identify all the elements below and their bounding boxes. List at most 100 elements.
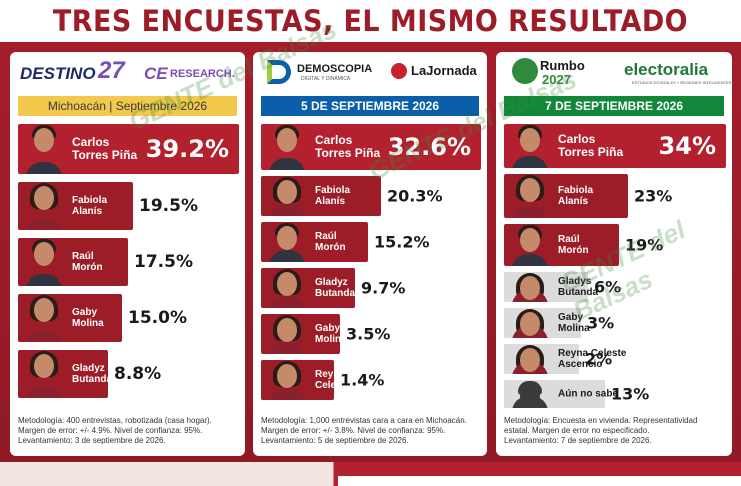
candidate-photo <box>508 272 552 302</box>
candidate-name: Carlos Torres Piña <box>72 135 138 162</box>
candidate-photo <box>508 308 552 338</box>
candidate-photo <box>22 350 66 398</box>
lajornada-logo-icon <box>391 63 407 79</box>
poll-card-destino27: DESTINO 27 CE RESEARCH. Michoacán | Sept… <box>10 52 245 456</box>
candidate-percentage: 23% <box>634 186 673 206</box>
methodology-line: Metodología: 1,000 entrevistas cara a ca… <box>261 416 467 425</box>
logo-electoralia: electoralia <box>624 60 709 79</box>
candidate-row: Gaby Molina 15.0% <box>18 294 239 342</box>
methodology-line: estatal. Margen de error no especificado… <box>504 426 650 435</box>
candidate-photo <box>265 360 309 400</box>
logo-research: RESEARCH. <box>170 68 235 80</box>
candidate-percentage: 19% <box>625 235 664 255</box>
poll-logos: DEMOSCOPIA DIGITAL Y DINÁMICA LaJornada <box>253 52 487 92</box>
poll-subheader: 7 DE SEPTIEMBRE 2026 <box>504 96 724 116</box>
candidate-row: Reyna Celeste 1.4% <box>261 360 481 400</box>
candidate-row: Carlos Torres Piña 34% <box>504 124 726 168</box>
candidate-name: Carlos Torres Piña <box>315 133 381 160</box>
candidate-name: Gladyz Butanda <box>72 363 112 385</box>
methodology-line: Levantamiento: 7 de septiembre de 2026. <box>504 436 652 445</box>
logo-demoscopia-tagline: DIGITAL Y DINÁMICA <box>301 76 351 82</box>
candidate-photo <box>22 124 66 174</box>
candidate-name: Carlos Torres Piña <box>558 132 624 159</box>
candidate-row: Carlos Torres Piña 32.6% <box>261 124 481 170</box>
candidate-name: Aún no sabe <box>558 388 619 400</box>
candidate-name: Raúl Morón <box>315 231 346 253</box>
footer-strip-white <box>338 476 741 486</box>
candidate-name: Raúl Morón <box>558 234 589 256</box>
poll-logos: Rumbo 2027 electoralia ESTUDIOS ESTATALE… <box>496 52 732 92</box>
candidate-row: Aún no sabe 13% <box>504 380 726 408</box>
logo-lajornada: LaJornada <box>411 63 477 78</box>
poll-subheader: 5 DE SEPTIEMBRE 2026 <box>261 96 479 116</box>
logo-ce: CE <box>144 64 168 83</box>
candidate-percentage: 6% <box>594 277 622 297</box>
candidate-name: Fabiola Alanís <box>72 195 108 217</box>
methodology-line: Metodología: Encuesta en vivienda. Repre… <box>504 416 698 425</box>
headline: TRES ENCUESTAS, EL MISMO RESULTADO <box>52 4 689 38</box>
poll-subheader: Michoacán | Septiembre 2026 <box>18 96 237 116</box>
candidate-percentage: 2% <box>585 349 613 369</box>
poll-card-rumbo2027: Rumbo 2027 electoralia ESTUDIOS ESTATALE… <box>496 52 732 456</box>
candidate-row: Carlos Torres Piña 39.2% <box>18 124 239 174</box>
candidate-percentage: 8.8% <box>114 364 162 384</box>
candidate-name: Fabiola Alanís <box>558 185 594 207</box>
candidate-percentage: 17.5% <box>134 252 193 272</box>
logo-27: 27 <box>98 57 125 84</box>
candidate-row: Raúl Morón 15.2% <box>261 222 481 262</box>
candidate-photo <box>22 294 66 342</box>
logo-electoralia-tagline: ESTUDIOS ESTATALES + REGIONES INTELIGENT… <box>632 80 732 85</box>
candidate-photo <box>265 222 309 262</box>
logo-destino: DESTINO <box>20 64 96 83</box>
candidate-percentage: 20.3% <box>387 186 443 206</box>
candidate-percentage: 9.7% <box>361 278 406 298</box>
candidate-name: Gladys Butanda <box>558 276 598 298</box>
candidate-name: Gaby Molina <box>558 312 590 334</box>
candidate-percentage: 3% <box>587 313 615 333</box>
unknown-person-icon <box>508 380 552 408</box>
candidate-row: Gaby Molina 3% <box>504 308 726 338</box>
candidate-name: Gaby Molina <box>315 323 347 345</box>
candidate-row: Fabiola Alanís 19.5% <box>18 182 239 230</box>
logo-2027: 2027 <box>542 72 571 87</box>
candidate-photo <box>22 238 66 286</box>
candidate-name: Reyna Celeste <box>315 369 351 391</box>
candidate-row: Raúl Morón 19% <box>504 224 726 266</box>
candidate-percentage: 13% <box>611 384 650 404</box>
logo-rumbo: Rumbo <box>540 58 585 73</box>
candidate-photo <box>508 224 552 266</box>
candidate-name: Gaby Molina <box>72 307 104 329</box>
candidate-row: Fabiola Alanís 23% <box>504 174 726 218</box>
methodology-note: Metodología: 1,000 entrevistas cara a ca… <box>261 416 481 446</box>
candidate-percentage: 15.0% <box>128 308 187 328</box>
candidate-percentage: 34% <box>658 132 716 160</box>
candidate-percentage: 15.2% <box>374 232 430 252</box>
candidate-name: Reyna Celeste Ascencio <box>558 348 627 370</box>
candidate-photo <box>265 124 309 170</box>
candidate-percentage: 3.5% <box>346 324 391 344</box>
methodology-line: Margen de error: +/- 3.8%. Nivel de conf… <box>261 426 446 435</box>
demoscopia-logo-icon <box>267 60 291 84</box>
methodology-line: Margen de error: +/- 4.9%. Nivel de conf… <box>18 426 203 435</box>
candidate-photo <box>265 268 309 308</box>
candidate-percentage: 1.4% <box>340 370 385 390</box>
methodology-line: Metodología: 400 entrevistas, robotizada… <box>18 416 212 425</box>
candidate-photo <box>508 124 552 168</box>
rumbo-logo-icon <box>512 58 538 84</box>
candidate-percentage: 39.2% <box>145 135 229 163</box>
methodology-note: Metodología: 400 entrevistas, robotizada… <box>18 416 239 446</box>
candidate-percentage: 32.6% <box>387 133 471 161</box>
candidate-photo <box>265 314 309 354</box>
candidate-row: Gladyz Butanda 8.8% <box>18 350 239 398</box>
candidate-row: Fabiola Alanís 20.3% <box>261 176 481 216</box>
candidate-row: Reyna Celeste Ascencio 2% <box>504 344 726 374</box>
methodology-line: Levantamiento: 3 de septiembre de 2026. <box>18 436 166 445</box>
logo-demoscopia: DEMOSCOPIA <box>297 63 373 75</box>
methodology-line: Levantamiento: 5 de septiembre de 2026. <box>261 436 409 445</box>
poll-logos: DESTINO 27 CE RESEARCH. <box>10 52 245 92</box>
candidate-photo <box>508 174 552 218</box>
candidate-row: Raúl Morón 17.5% <box>18 238 239 286</box>
candidate-percentage: 19.5% <box>139 196 198 216</box>
candidate-photo <box>22 182 66 230</box>
candidate-row: Gaby Molina 3.5% <box>261 314 481 354</box>
